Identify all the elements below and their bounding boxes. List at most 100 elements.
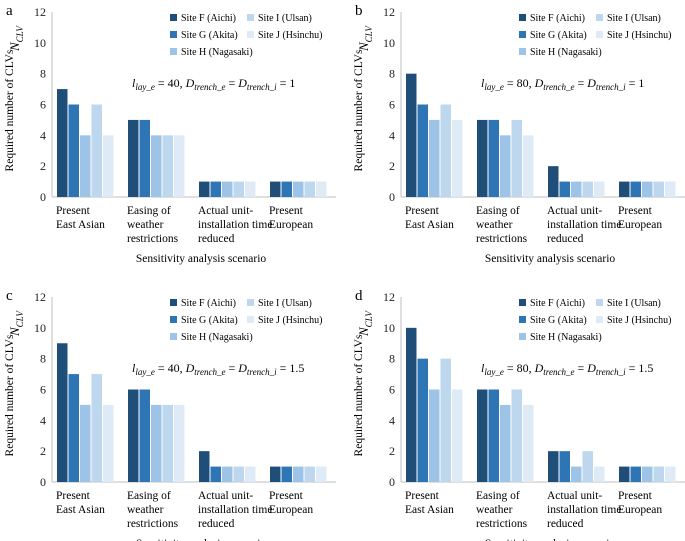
bar-a-5-1	[103, 135, 114, 197]
bar-c-2-3	[210, 466, 221, 482]
y-tick-label: 6	[40, 98, 46, 112]
y-axis-label: Required number of CLVs	[353, 334, 365, 456]
x-category-label: reduced	[198, 518, 235, 530]
legend-swatch	[170, 48, 177, 55]
bar-d-1-4	[619, 466, 630, 482]
x-category-label: weather	[476, 219, 513, 231]
bar-b-1-3	[548, 166, 559, 197]
y-tick-label: 12	[34, 5, 46, 19]
legend-label: Site G (Akita)	[530, 315, 587, 326]
x-category-label: European	[618, 504, 662, 516]
bar-c-2-2	[139, 389, 150, 482]
bar-a-5-4	[316, 181, 327, 197]
x-category-label: Actual unit-	[198, 205, 253, 217]
legend-swatch	[596, 299, 603, 306]
bar-d-1-2	[477, 389, 488, 482]
parameter-annotation: llay_e = 80, Dtrench_e = Dtrench_i = 1	[481, 76, 644, 92]
panel-label: b	[355, 3, 363, 19]
bar-d-4-3	[582, 451, 593, 482]
bar-a-2-2	[139, 119, 150, 197]
y-tick-label: 12	[383, 290, 395, 304]
bar-d-1-3	[548, 451, 559, 482]
legend-label: Site G (Akita)	[530, 30, 587, 41]
legend-label: Site F (Aichi)	[181, 298, 236, 309]
y-tick-label: 0	[389, 190, 395, 204]
y-tick-label: 4	[40, 413, 46, 427]
x-axis-label: Sensitivity analysis scenario	[485, 253, 616, 265]
bar-b-5-3	[594, 181, 605, 197]
bar-d-4-2	[511, 389, 522, 482]
x-category-label: restrictions	[127, 233, 179, 245]
x-category-label: Present	[405, 205, 440, 217]
x-category-label: reduced	[547, 518, 584, 530]
y-tick-label: 2	[40, 159, 46, 173]
bar-a-3-1	[80, 135, 91, 197]
y-tick-label: 10	[383, 36, 395, 50]
bar-a-2-1	[68, 104, 79, 197]
y-tick-label: 2	[389, 159, 395, 173]
legend-swatch	[247, 299, 254, 306]
legend-label: Site H (Nagasaki)	[181, 47, 253, 58]
x-category-label: Present	[56, 205, 91, 217]
bar-a-1-3	[199, 181, 210, 197]
legend-label: Site H (Nagasaki)	[181, 332, 253, 343]
bar-d-3-2	[500, 404, 511, 482]
x-category-label: weather	[476, 504, 513, 516]
bar-a-5-3	[245, 181, 256, 197]
y-symbol: NCLV	[7, 25, 25, 52]
bar-c-2-4	[281, 466, 292, 482]
bar-b-4-1	[440, 104, 451, 197]
x-category-label: reduced	[547, 233, 584, 245]
y-tick-label: 10	[34, 36, 46, 50]
x-category-label: Actual unit-	[547, 490, 602, 502]
legend-swatch	[519, 48, 526, 55]
bar-d-3-4	[642, 466, 653, 482]
bar-a-4-1	[91, 104, 102, 197]
bar-b-2-3	[559, 181, 570, 197]
bar-b-1-4	[619, 181, 630, 197]
legend-swatch	[170, 316, 177, 323]
legend-swatch	[170, 14, 177, 21]
bar-b-5-1	[452, 119, 463, 197]
bar-c-1-1	[57, 343, 68, 482]
bar-c-1-4	[270, 466, 281, 482]
x-category-label: Easing of	[476, 490, 520, 502]
bar-a-2-3	[210, 181, 221, 197]
x-axis-label: Sensitivity analysis scenario	[136, 538, 267, 541]
x-category-label: Present	[56, 490, 91, 502]
legend-label: Site I (Ulsan)	[258, 298, 312, 309]
y-symbol: NCLV	[356, 310, 374, 337]
x-category-label: reduced	[198, 233, 235, 245]
bar-a-1-1	[57, 89, 68, 197]
bar-c-4-2	[162, 404, 173, 482]
x-category-label: European	[618, 219, 662, 231]
y-tick-label: 12	[34, 290, 46, 304]
bar-b-2-4	[630, 181, 641, 197]
x-category-label: Present	[618, 205, 653, 217]
x-category-label: European	[269, 504, 313, 516]
bar-d-5-4	[665, 466, 676, 482]
bar-d-5-1	[452, 389, 463, 482]
bar-b-3-4	[642, 181, 653, 197]
bar-a-1-4	[270, 181, 281, 197]
bar-b-3-1	[429, 119, 440, 197]
bar-b-2-1	[417, 104, 428, 197]
legend-swatch	[170, 31, 177, 38]
legend-label: Site F (Aichi)	[530, 13, 585, 24]
legend-label: Site J (Hsinchu)	[607, 315, 671, 326]
legend-swatch	[170, 333, 177, 340]
bar-a-4-3	[233, 181, 244, 197]
bar-c-5-4	[316, 466, 327, 482]
x-category-label: installation time	[198, 504, 272, 516]
bar-b-4-2	[511, 119, 522, 197]
bar-d-4-1	[440, 358, 451, 482]
panel-label: a	[6, 3, 13, 19]
y-tick-label: 8	[389, 67, 395, 81]
bar-b-5-4	[665, 181, 676, 197]
legend-label: Site J (Hsinchu)	[258, 30, 322, 41]
bar-d-3-3	[571, 466, 582, 482]
legend-label: Site H (Nagasaki)	[530, 47, 602, 58]
bar-c-4-4	[304, 466, 315, 482]
x-category-label: Easing of	[476, 205, 520, 217]
legend-swatch	[596, 14, 603, 21]
